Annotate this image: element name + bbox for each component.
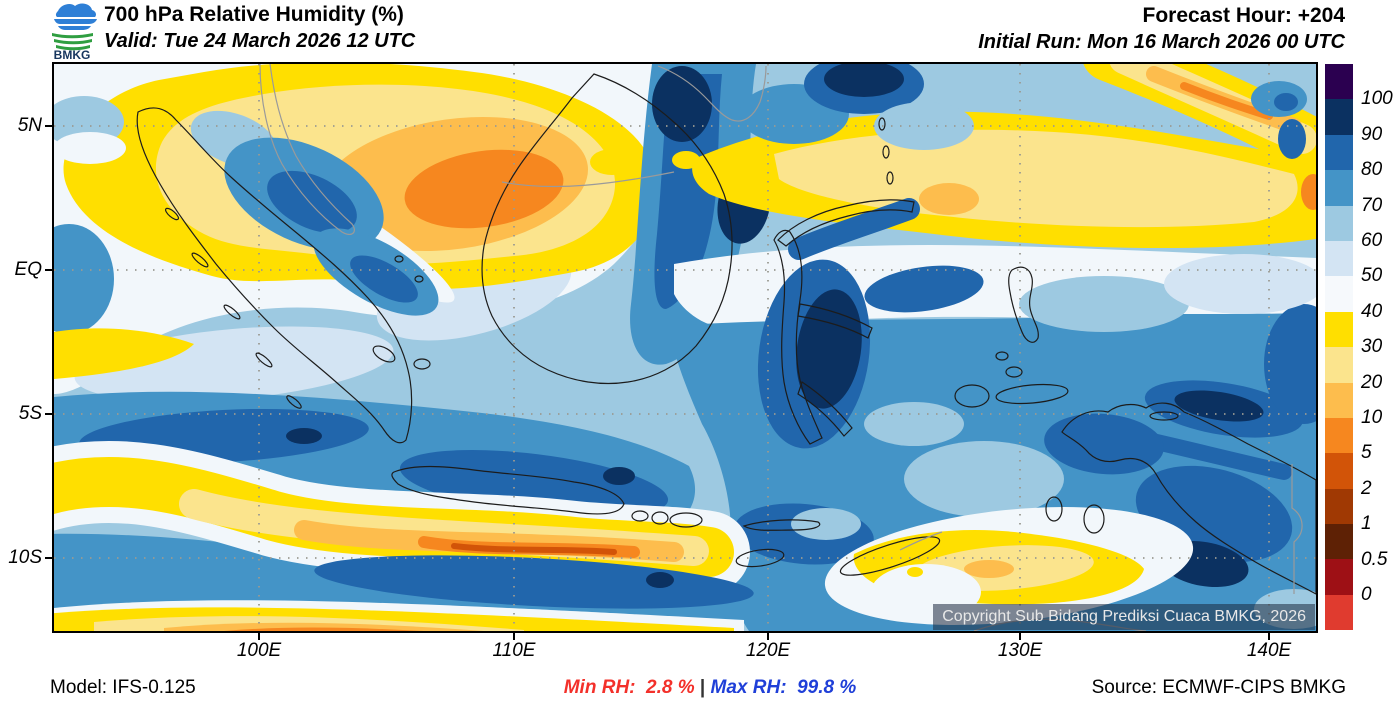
lon-tick-label-110E: 110E [492, 640, 536, 661]
colorbar-tick-label-30: 30 [1361, 336, 1383, 358]
colorbar-tick-label-2: 2 [1361, 477, 1372, 499]
lat-tick-mark [45, 125, 52, 127]
lat-tick-mark [45, 269, 52, 271]
lat-tick-label-5S: 5S [18, 403, 42, 424]
lat-tick-label-10S: 10S [8, 547, 42, 568]
colorbar-segment [1325, 453, 1353, 489]
colorbar-tick-label-90: 90 [1361, 123, 1383, 145]
lon-tick-mark [513, 633, 515, 640]
min-rh-label: Min RH: 2.8 % [563, 677, 695, 698]
bmkg-logo-text: BMKG [54, 48, 91, 60]
colorbar-tick-label-40: 40 [1361, 300, 1383, 322]
colorbar-tick-label-80: 80 [1361, 159, 1383, 181]
colorbar-segment [1325, 382, 1353, 418]
colorbar-tick-label-10: 10 [1361, 407, 1383, 428]
copyright-overlay: Copyright Sub Bidang Prediksi Cuaca BMKG… [933, 604, 1315, 630]
colorbar-segment [1325, 276, 1353, 312]
colorbar-tick-label-1: 1 [1361, 513, 1372, 535]
colorbar-segment [1325, 240, 1353, 277]
colorbar-segment [1325, 488, 1353, 525]
colorbar-tick-label-50: 50 [1361, 265, 1383, 287]
colorbar-tick-label-0: 0 [1361, 584, 1372, 605]
colorbar-segment [1325, 559, 1353, 595]
bmkg-logo: BMKG [52, 3, 97, 60]
colorbar [1325, 64, 1353, 631]
lon-tick-mark [258, 633, 260, 640]
colorbar-tick-label-5: 5 [1361, 442, 1372, 464]
graticule [54, 64, 1316, 631]
initial-run-label: Initial Run: Mon 16 March 2026 00 UTC [978, 31, 1345, 53]
valid-time-label: Valid: Tue 24 March 2026 12 UTC [104, 30, 416, 52]
colorbar-segment [1325, 417, 1353, 454]
map-panel: Copyright Sub Bidang Prediksi Cuaca BMKG… [52, 62, 1318, 633]
colorbar-tick-label-70: 70 [1361, 194, 1383, 216]
colorbar-tick-label-60: 60 [1361, 230, 1383, 251]
max-rh-label: Max RH: 99.8 % [710, 677, 857, 698]
lat-tick-mark [45, 557, 52, 559]
colorbar-segment [1325, 594, 1353, 631]
colorbar-segment [1325, 99, 1353, 135]
lat-tick-mark [45, 413, 52, 415]
colorbar-tick-label-100: 100 [1361, 88, 1393, 110]
colorbar-segment [1325, 311, 1353, 348]
colorbar-segment [1325, 170, 1353, 206]
lon-tick-label-120E: 120E [745, 640, 791, 661]
colorbar-segment [1325, 205, 1353, 241]
colorbar-tick-label-0.5: 0.5 [1361, 548, 1388, 570]
source-label: Source: ECMWF-CIPS BMKG [1091, 677, 1346, 698]
lon-tick-label-100E: 100E [236, 640, 282, 661]
colorbar-segment [1325, 524, 1353, 560]
coastlines-indonesia [136, 73, 1316, 595]
colorbar-segment [1325, 347, 1353, 383]
colorbar-segment [1325, 64, 1353, 100]
minmax-rh: Min RH: 2.8 % | Max RH: 99.8 % [540, 677, 880, 699]
bmkg-logo-cloud-icon [52, 3, 97, 51]
page-title: 700 hPa Relative Humidity (%) [104, 3, 404, 26]
forecast-hour-label: Forecast Hour: +204 [1142, 4, 1346, 27]
lon-tick-label-140E: 140E [1246, 640, 1292, 661]
lon-tick-mark [1268, 633, 1270, 640]
lon-tick-label-130E: 130E [997, 640, 1043, 661]
lat-tick-label-EQ: EQ [14, 259, 42, 280]
lat-tick-label-5N: 5N [17, 115, 42, 136]
lon-tick-mark [767, 633, 769, 640]
colorbar-tick-label-20: 20 [1361, 371, 1383, 393]
colorbar-segment [1325, 134, 1353, 171]
minmax-separator: | [699, 677, 706, 698]
model-label: Model: IFS-0.125 [50, 677, 196, 698]
rh-contour-map [54, 64, 1316, 631]
lon-tick-mark [1019, 633, 1021, 640]
